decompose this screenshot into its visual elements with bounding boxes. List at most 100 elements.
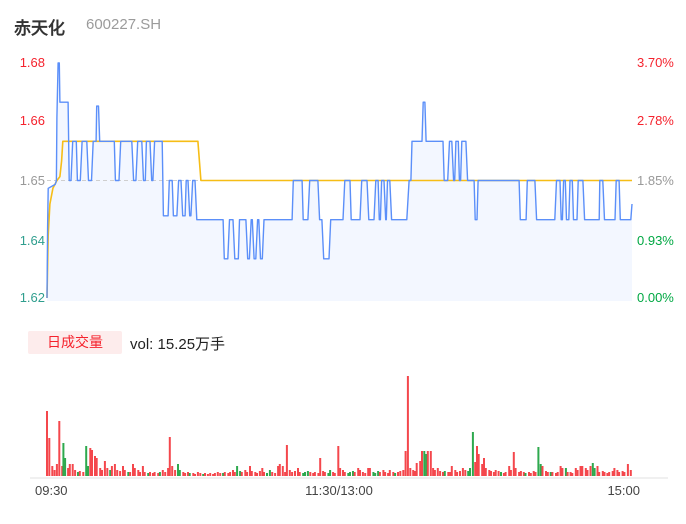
volume-bar bbox=[546, 472, 549, 476]
stock-name: 赤天化 bbox=[14, 19, 65, 38]
volume-bar bbox=[447, 472, 450, 476]
volume-bar bbox=[492, 472, 495, 476]
volume-bar bbox=[589, 466, 592, 476]
volume-bar bbox=[439, 471, 442, 476]
volume-bar bbox=[397, 472, 399, 476]
volume-bar bbox=[278, 464, 281, 476]
volume-bar bbox=[387, 473, 390, 476]
volume-bar bbox=[78, 471, 81, 476]
volume-bar bbox=[616, 470, 619, 476]
volume-legend-badge[interactable]: 日成交量 bbox=[28, 331, 122, 354]
time-tick-09-30: 09:30 bbox=[35, 483, 68, 498]
volume-bar bbox=[394, 473, 397, 476]
volume-bar bbox=[306, 471, 309, 476]
volume-bar bbox=[481, 464, 484, 476]
volume-bar bbox=[249, 466, 251, 476]
volume-bar bbox=[598, 472, 601, 476]
volume-bar bbox=[406, 376, 409, 476]
volume-bar bbox=[212, 474, 215, 476]
volume-bar bbox=[323, 472, 326, 476]
volume-bar bbox=[312, 473, 315, 476]
volume-bar bbox=[61, 466, 64, 476]
volume-bar bbox=[471, 432, 474, 476]
volume-bar bbox=[484, 468, 487, 476]
volume-bar bbox=[309, 472, 312, 476]
volume-bar bbox=[177, 464, 179, 476]
volume-bar bbox=[322, 471, 325, 476]
volume-bar bbox=[137, 470, 140, 476]
volume-bar bbox=[187, 472, 189, 476]
volume-bar bbox=[116, 470, 119, 476]
volume-bar bbox=[213, 473, 216, 476]
volume-bar bbox=[304, 472, 306, 476]
price-label-1.68: 1.68 bbox=[19, 55, 45, 70]
volume-bar bbox=[596, 466, 599, 476]
volume-bar bbox=[425, 454, 428, 476]
volume-bar bbox=[223, 472, 226, 476]
volume-bar bbox=[613, 468, 616, 476]
volume-bar bbox=[58, 421, 61, 476]
volume-bar bbox=[374, 473, 377, 476]
volume-bar bbox=[232, 470, 234, 476]
volume-bar bbox=[392, 472, 395, 476]
price-line bbox=[46, 62, 633, 299]
percent-label-0.00%: 0.00% bbox=[637, 290, 674, 305]
volume-bar bbox=[89, 448, 92, 476]
volume-bar bbox=[508, 466, 511, 476]
volume-bar bbox=[55, 464, 58, 476]
volume-bar bbox=[623, 472, 626, 476]
volume-bar bbox=[569, 472, 572, 476]
volume-bar bbox=[171, 466, 174, 476]
volume-bar bbox=[384, 472, 387, 476]
volume-bar bbox=[415, 463, 418, 476]
volume-bar bbox=[512, 452, 515, 476]
volume-bar bbox=[626, 464, 629, 476]
volume-bar bbox=[109, 470, 112, 476]
volume-bar bbox=[591, 463, 594, 476]
volume-bar bbox=[219, 473, 222, 476]
volume-bar bbox=[364, 473, 367, 476]
volume-bar bbox=[206, 474, 209, 476]
volume-bar bbox=[258, 471, 261, 476]
volume-bar bbox=[611, 471, 614, 476]
volume-bar bbox=[153, 472, 156, 476]
volume-bar bbox=[62, 443, 65, 476]
volume-value-text: vol: 15.25万手 bbox=[130, 336, 226, 353]
volume-bar bbox=[85, 446, 88, 476]
volume-bar bbox=[524, 473, 527, 476]
volume-bar bbox=[456, 472, 459, 476]
volume-bar bbox=[240, 472, 243, 476]
volume-bar bbox=[139, 472, 141, 476]
volume-bar bbox=[556, 472, 559, 476]
volume-bar bbox=[603, 472, 606, 476]
volume-bar bbox=[502, 473, 505, 476]
percent-label-0.93%: 0.93% bbox=[637, 233, 674, 248]
volume-bar bbox=[545, 471, 547, 476]
volume-bar bbox=[537, 447, 540, 476]
volume-bar bbox=[629, 470, 632, 476]
volume-bar bbox=[229, 472, 232, 476]
volume-bar bbox=[372, 472, 375, 476]
volume-bar bbox=[449, 472, 452, 476]
volume-bar bbox=[158, 472, 161, 476]
volume-bar bbox=[141, 466, 144, 476]
volume-bar bbox=[184, 473, 187, 476]
volume-bar bbox=[202, 474, 205, 476]
volume-bar bbox=[571, 473, 574, 476]
volume-bar bbox=[474, 462, 477, 476]
volume-bar bbox=[377, 471, 380, 476]
volume-bar bbox=[106, 468, 109, 476]
volume-bar bbox=[504, 472, 507, 476]
volume-bar bbox=[71, 464, 74, 476]
volume-bar bbox=[477, 454, 480, 476]
volume-bar bbox=[382, 470, 385, 476]
volume-bar bbox=[64, 458, 67, 476]
volume-bar bbox=[339, 468, 342, 476]
volume-bar bbox=[423, 451, 426, 476]
volume-bar bbox=[236, 466, 239, 476]
volume-bar bbox=[404, 451, 407, 476]
volume-bar bbox=[566, 472, 569, 476]
volume-bar bbox=[319, 458, 322, 476]
